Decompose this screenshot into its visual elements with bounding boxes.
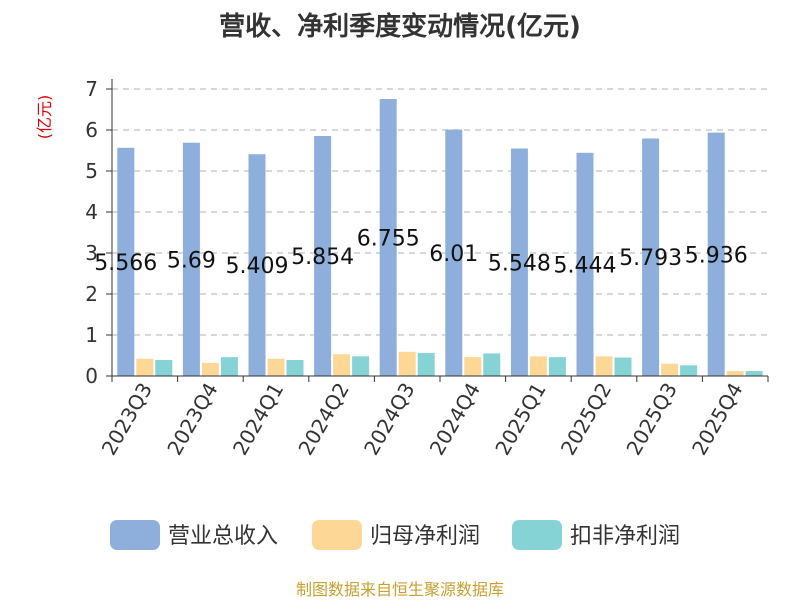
x-tick-label: 2025Q2 <box>556 379 616 460</box>
bar <box>333 354 351 376</box>
chart-title: 营收、净利季度变动情况(亿元) <box>219 11 581 42</box>
x-axis-ticks: 2023Q3 2023Q4 2024Q1 2024Q2 2024Q3 2024Q4 2025… <box>97 376 769 460</box>
data-label: 5.409 <box>226 254 289 279</box>
bar <box>201 362 219 376</box>
bar <box>464 357 482 376</box>
y-tick-label: 0 <box>85 364 98 388</box>
x-tick-label: 2024Q2 <box>293 379 353 460</box>
legend: 营业总收入 归母净利润 扣非净利润 <box>110 520 680 550</box>
bar <box>248 154 266 376</box>
x-tick-label: 2023Q3 <box>97 379 157 460</box>
legend-swatch <box>110 520 160 550</box>
y-tick-label: 4 <box>85 200 98 224</box>
legend-swatch <box>512 520 562 550</box>
legend-label: 营业总收入 <box>168 524 278 549</box>
bar <box>267 358 285 376</box>
bar <box>398 351 416 376</box>
legend-swatch <box>312 520 362 550</box>
y-tick-label: 2 <box>85 282 98 306</box>
x-tick-label: 2025Q1 <box>490 379 550 460</box>
bar <box>220 357 238 376</box>
bar <box>726 371 744 376</box>
bar <box>661 363 679 376</box>
y-tick-label: 1 <box>85 323 98 347</box>
y-tick-label: 6 <box>85 118 98 142</box>
y-tick-label: 7 <box>85 77 98 101</box>
legend-label: 归母净利润 <box>370 524 480 549</box>
legend-label: 扣非净利润 <box>570 524 680 549</box>
bar <box>529 356 547 376</box>
x-tick-label: 2025Q3 <box>621 379 681 460</box>
bar <box>182 142 200 376</box>
x-tick-label: 2024Q1 <box>228 379 288 460</box>
bar <box>576 152 594 376</box>
bar <box>707 132 725 376</box>
x-tick-label: 2025Q4 <box>687 379 747 460</box>
bar <box>483 353 501 376</box>
bar <box>510 148 528 376</box>
bar <box>314 135 332 376</box>
x-tick-label: 2024Q4 <box>425 379 485 460</box>
bar <box>117 147 135 376</box>
bar <box>286 360 304 376</box>
x-tick-label: 2024Q3 <box>359 379 419 460</box>
bar <box>745 371 763 376</box>
bar <box>548 357 566 376</box>
bar <box>595 356 613 376</box>
bar <box>136 358 154 376</box>
y-axis-ticks: 0 1 2 3 4 5 6 7 <box>85 77 112 388</box>
bar <box>445 129 463 376</box>
data-label: 5.566 <box>94 251 157 276</box>
bar <box>155 360 173 376</box>
bar <box>614 357 632 376</box>
y-tick-label: 5 <box>85 159 98 183</box>
data-label: 5.936 <box>685 243 748 268</box>
bar <box>680 365 698 376</box>
bar <box>642 138 660 376</box>
axes <box>111 79 768 377</box>
bar <box>352 356 370 376</box>
source-note: 制图数据来自恒生聚源数据库 <box>296 580 504 599</box>
bar <box>417 353 435 376</box>
data-label: 6.755 <box>357 227 420 252</box>
data-label: 5.444 <box>554 253 617 278</box>
data-label: 5.854 <box>291 245 354 270</box>
bar <box>379 99 397 377</box>
y-tick-label: 3 <box>85 241 98 265</box>
data-label: 6.01 <box>429 242 478 267</box>
x-tick-label: 2023Q4 <box>162 379 222 460</box>
data-label: 5.793 <box>619 246 682 271</box>
data-label: 5.69 <box>167 248 216 273</box>
y-axis-unit: (亿元) <box>35 95 54 140</box>
data-label: 5.548 <box>488 251 551 276</box>
gridlines <box>112 88 768 336</box>
bar-series <box>117 99 763 377</box>
